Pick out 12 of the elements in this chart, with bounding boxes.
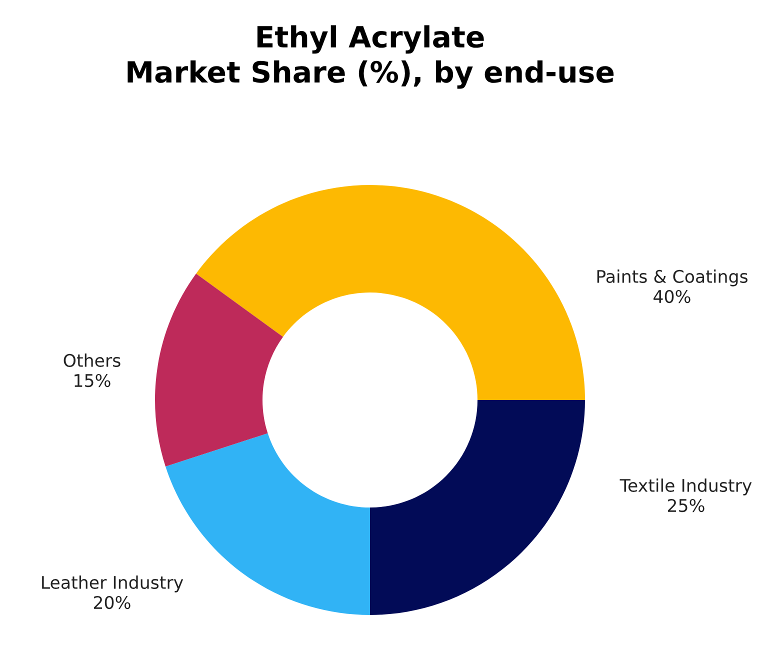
slice-label: Leather Industry xyxy=(42,576,184,592)
slice-label: Paints & Coatings xyxy=(597,270,748,286)
data-label: 20% xyxy=(94,596,130,610)
data-label: 25% xyxy=(668,498,704,512)
donut-slice xyxy=(155,274,284,466)
donut-slice xyxy=(370,400,585,615)
data-label: 15% xyxy=(74,374,110,388)
slice-label: Textile Industry xyxy=(620,478,752,496)
data-label: 40% xyxy=(654,290,690,304)
chart-title: Ethyl Acrylate Market Share (%), by end-use xyxy=(128,25,614,89)
slice-label: Others xyxy=(64,354,120,367)
donut-slice xyxy=(196,185,585,400)
